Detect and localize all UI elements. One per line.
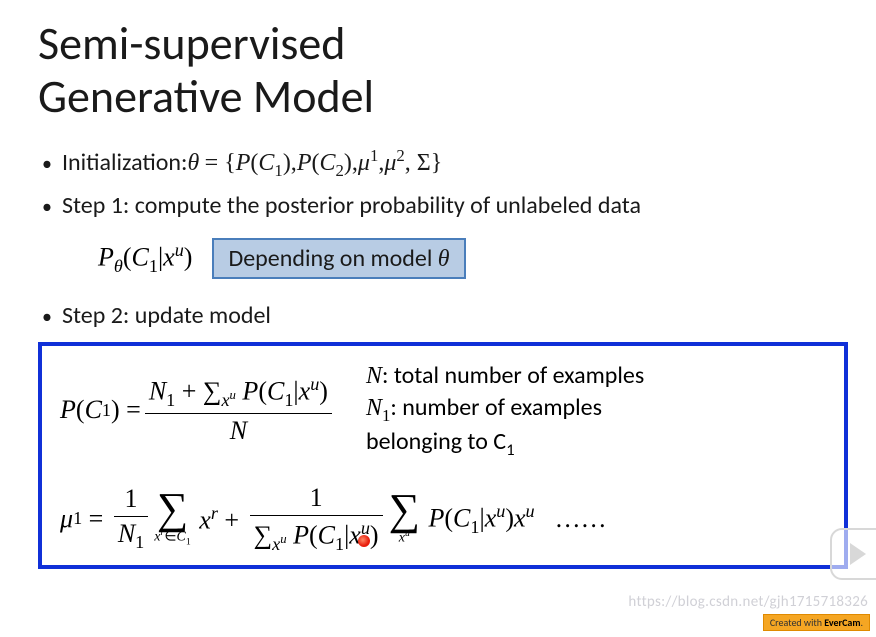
mu1-sum1: ∑ xr∈C1 [154,491,191,547]
bullet3-text: Step 2: update model [62,301,271,330]
bullet1-text: Initialization:θ = {P(C1),P(C2),μ1,μ2, Σ… [62,146,442,181]
frame-top-row: P(C1) = N1 + ∑xu P(C1|xu) N N: total num… [60,360,826,461]
bullet1-eq: = {P(C1),P(C2),μ1,μ2, Σ} [205,150,443,176]
step1-equation-row: Pθ(C1|xu) Depending on model θ [98,238,848,279]
mu1-frac2-num: 1 [306,483,327,513]
bullet-step2: • Step 2: update model [38,301,848,330]
bullet-initialization: • Initialization:θ = {P(C1),P(C2),μ1,μ2,… [38,146,848,181]
bullet1-prefix: Initialization: [62,148,187,177]
bullet-step1: • Step 1: compute the posterior probabil… [38,191,848,220]
eq-mu1: μ1 = 1 N1 ∑ xr∈C1 xr + 1 ∑xu P(C1|xu) ∑ … [60,483,826,555]
title-line-2: Generative Model [38,69,374,125]
evercam-prefix: Created with [770,616,824,629]
evercam-brand: EverCam [824,616,860,629]
def-N1-line1: N1: number of examples [366,392,644,427]
depending-on-model-box: Depending on model θ [212,238,465,279]
step1-posterior: Pθ(C1|xu) [98,240,192,277]
mu1-frac1-num: 1 [121,484,142,514]
def-N1-line2: belonging to C1 [366,426,644,461]
variable-definitions: N: total number of examples N1: number o… [366,360,644,461]
csdn-watermark: https://blog.csdn.net/gjh1715718326 [628,593,868,611]
bullet-dot-icon: • [42,195,52,219]
laser-pointer-icon [358,535,370,547]
eq-pc1: P(C1) = N1 + ∑xu P(C1|xu) N [60,374,336,446]
bullet-dot-icon: • [42,305,52,329]
bullet2-text: Step 1: compute the posterior probabilit… [62,191,641,220]
bullet1-math: θ [187,150,199,176]
mu1-sum2: ∑ xu [389,492,420,546]
bullet-dot-icon: • [42,152,52,176]
evercam-badge: Created with EverCam. [763,614,870,631]
play-button[interactable] [830,528,876,580]
def-N: N: total number of examples [366,360,644,392]
mu1-frac1: 1 N1 [114,484,148,553]
slide-title: Semi-supervised Generative Model [38,18,848,124]
pc1-fraction: N1 + ∑xu P(C1|xu) N [145,374,332,446]
update-formula-frame: P(C1) = N1 + ∑xu P(C1|xu) N N: total num… [38,342,848,569]
title-line-1: Semi-supervised [38,16,345,72]
ellipsis: …… [555,504,607,534]
